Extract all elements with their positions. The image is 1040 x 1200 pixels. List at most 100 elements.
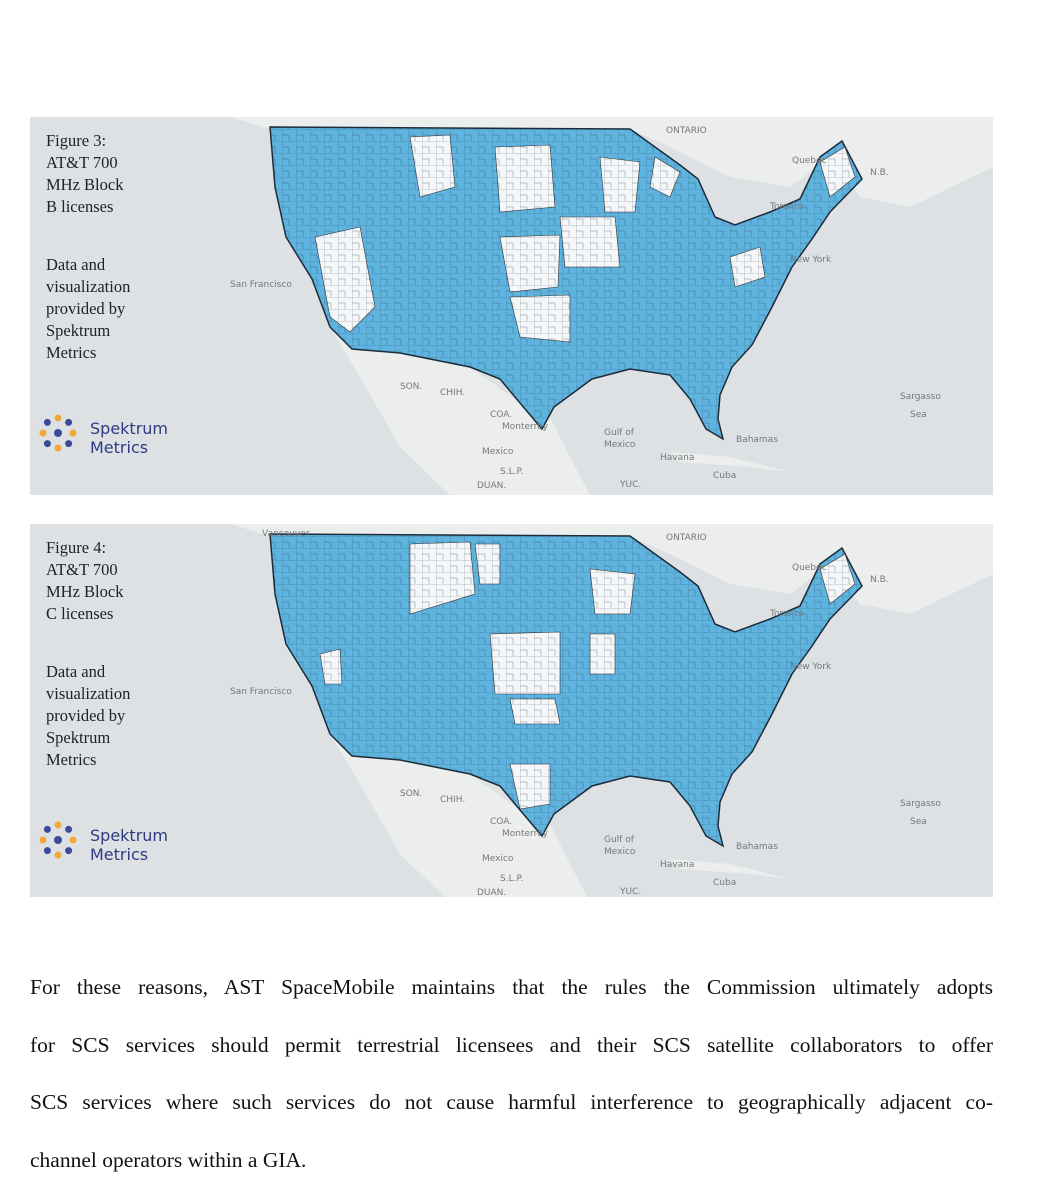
- map-label: Toronto: [769, 609, 804, 619]
- map-label: CHIH.: [440, 388, 465, 398]
- caption-line: AT&T 700: [46, 560, 118, 579]
- logo-text: Metrics: [90, 438, 149, 457]
- map-label: Sea: [910, 817, 927, 827]
- map-label: Sea: [910, 410, 927, 420]
- logo-dot: [69, 429, 77, 437]
- map-label: Cuba: [713, 471, 736, 481]
- map-label: DUAN.: [477, 481, 506, 491]
- map: Sargasso Sea Mexico Gulf of Mexico Cuba Bahama…: [230, 117, 993, 495]
- credit-line: provided by: [46, 299, 126, 318]
- land-cuba: [670, 452, 790, 472]
- credit-line: visualization: [46, 277, 131, 296]
- map-label: Mexico: [604, 847, 636, 857]
- logo-icon: [39, 821, 77, 859]
- caption-line: Figure 4:: [46, 538, 107, 557]
- logo-dot: [65, 418, 73, 426]
- logo-dot: [39, 429, 47, 437]
- map-label: Mexico: [604, 440, 636, 450]
- caption-line: AT&T 700: [46, 153, 118, 172]
- credit-line: provided by: [46, 706, 126, 725]
- map-label: New York: [790, 662, 832, 672]
- map-label: COA.: [490, 817, 512, 827]
- logo-dot: [65, 440, 73, 448]
- map-label: Sargasso: [900, 392, 941, 402]
- map-label: YUC.: [619, 887, 641, 897]
- map-label: Havana: [660, 860, 694, 870]
- logo-icon: [39, 414, 77, 452]
- logo-dot: [54, 429, 62, 437]
- paragraph-line: SCS services where such services do not …: [30, 1090, 993, 1114]
- map-label: ONTARIO: [666, 126, 707, 136]
- map-label: S.L.P.: [500, 467, 523, 477]
- logo-dot: [54, 836, 62, 844]
- map-label: San Francisco: [230, 280, 292, 290]
- logo-dot: [43, 418, 51, 426]
- map: Sargasso Sea Mexico Gulf of Mexico Cuba Bahama…: [230, 524, 993, 897]
- map-label: CHIH.: [440, 795, 465, 805]
- map-label: Havana: [660, 453, 694, 463]
- logo-text: Spektrum: [90, 826, 168, 845]
- map-label: SON.: [400, 382, 422, 392]
- map-label: Mexico: [482, 854, 514, 864]
- logo-dot: [65, 847, 73, 855]
- map-label: SON.: [400, 789, 422, 799]
- credit-line: Metrics: [46, 343, 97, 362]
- map-label: New York: [790, 255, 832, 265]
- map-label: COA.: [490, 410, 512, 420]
- figure: Sargasso Sea Mexico Gulf of Mexico Cuba Bahama…: [30, 524, 993, 897]
- land-canada: [230, 117, 993, 207]
- logo-dot: [39, 836, 47, 844]
- map-label: Quebec: [792, 156, 827, 166]
- map-label: Quebec: [792, 563, 827, 573]
- map-label: Toronto: [769, 202, 804, 212]
- credit-line: visualization: [46, 684, 131, 703]
- land-mexico: [330, 327, 590, 495]
- figure: Sargasso Sea Mexico Gulf of Mexico Cuba Bahama…: [30, 117, 993, 495]
- caption-line: MHz Block: [46, 175, 124, 194]
- map-label: Bahamas: [736, 842, 778, 852]
- paragraph-line: For these reasons, AST SpaceMobile maint…: [30, 975, 993, 999]
- caption-line: C licenses: [46, 604, 114, 623]
- land-mexico: [330, 734, 588, 897]
- logo-dot: [69, 836, 77, 844]
- map-label: ONTARIO: [666, 533, 707, 543]
- land-cuba: [670, 859, 790, 879]
- map-label: Mexico: [482, 447, 514, 457]
- map-label: N.B.: [870, 575, 889, 585]
- logo-dot: [54, 821, 62, 829]
- map-label: San Francisco: [230, 687, 292, 697]
- logo-text: Spektrum: [90, 419, 168, 438]
- caption-line: Figure 3:: [46, 131, 107, 150]
- logo-dot: [65, 825, 73, 833]
- logo-dot: [43, 847, 51, 855]
- map-label: Gulf of: [604, 428, 635, 438]
- caption-line: B licenses: [46, 197, 114, 216]
- credit-line: Data and: [46, 662, 106, 681]
- logo-dot: [54, 414, 62, 422]
- map-label: Monterrey: [502, 422, 549, 432]
- map-label: Monterrey: [502, 829, 549, 839]
- map-label: Vancouver: [262, 529, 310, 539]
- land-canada: [230, 524, 993, 614]
- credit-line: Data and: [46, 255, 106, 274]
- map-label: Cuba: [713, 878, 736, 888]
- map-label: Sargasso: [900, 799, 941, 809]
- credit-line: Spektrum: [46, 321, 111, 340]
- map-label: YUC.: [619, 480, 641, 490]
- credit-line: Metrics: [46, 750, 97, 769]
- logo-dot: [54, 444, 62, 452]
- map-label: N.B.: [870, 168, 889, 178]
- logo-text: Metrics: [90, 845, 149, 864]
- map-label: Gulf of: [604, 835, 635, 845]
- credit-line: Spektrum: [46, 728, 111, 747]
- caption-line: MHz Block: [46, 582, 124, 601]
- map-label: S.L.P.: [500, 874, 523, 884]
- logo-dot: [43, 440, 51, 448]
- map-label: Bahamas: [736, 435, 778, 445]
- paragraph-line: channel operators within a GIA.: [30, 1147, 307, 1172]
- logo-dot: [54, 851, 62, 859]
- paragraph-line: for SCS services should permit terrestri…: [30, 1032, 993, 1057]
- logo-dot: [43, 825, 51, 833]
- map-label: DUAN.: [477, 888, 506, 897]
